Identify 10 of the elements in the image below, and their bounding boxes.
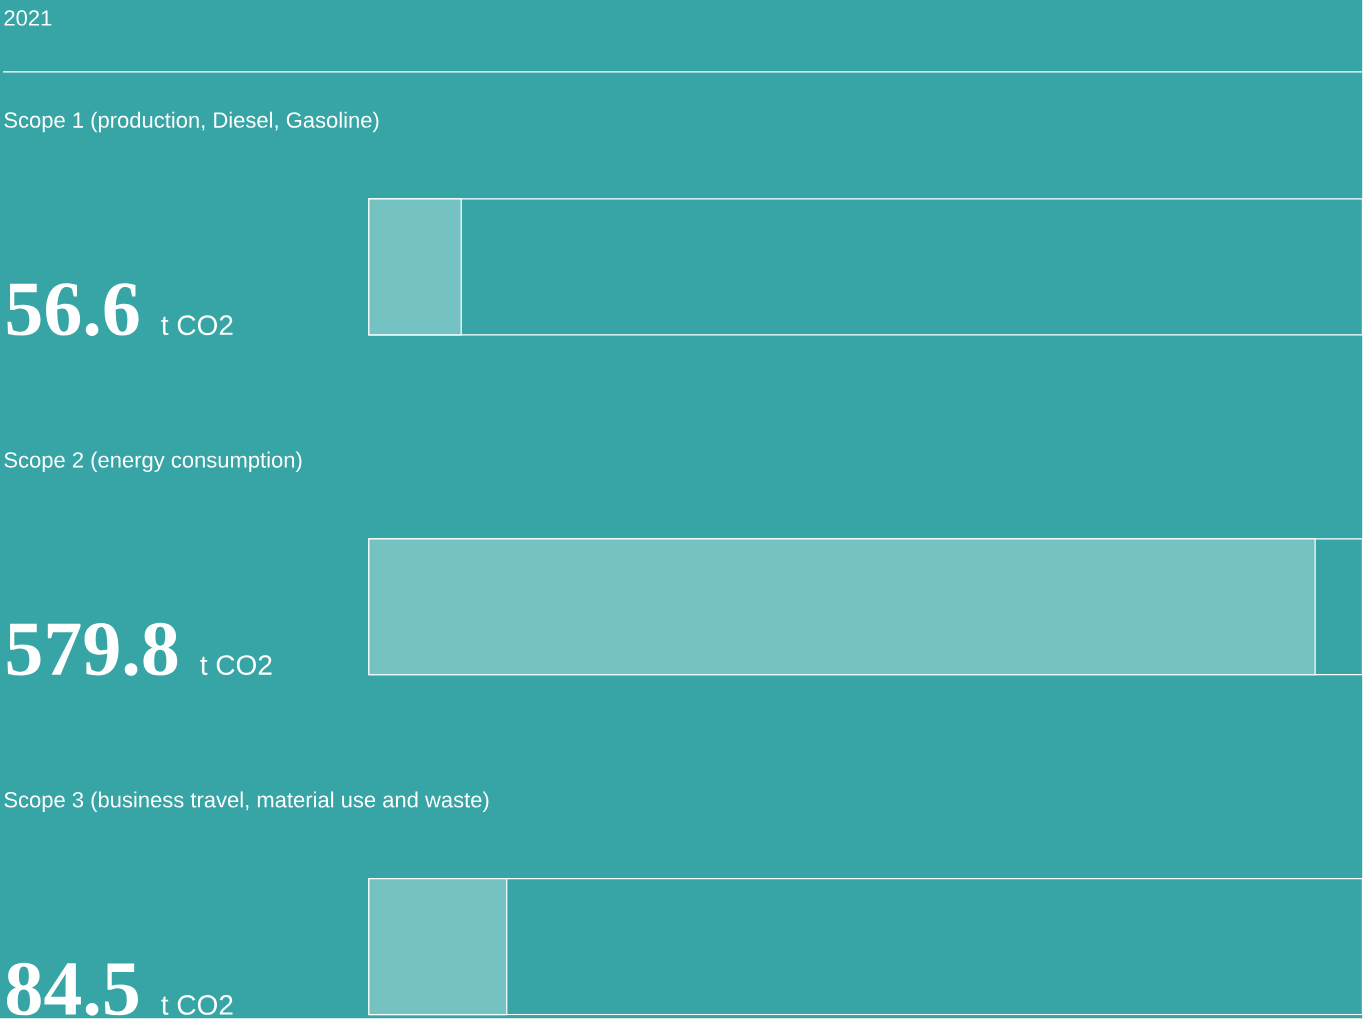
text: t CO2 — [161, 315, 233, 336]
data-label: 579.8 — [7, 623, 178, 677]
text: 2021 — [4, 10, 52, 27]
data-label: 56.6 — [7, 283, 139, 337]
x-axis-title: t CO2 — [200, 655, 272, 676]
data-label: 84.5 — [7, 962, 138, 1016]
y-tick-label: Scope 2 (energy consumption) — [4, 451, 302, 473]
text: t CO2 — [161, 995, 233, 1016]
y-tick-label: Scope 1 (production, Diesel, Gasoline) — [4, 111, 379, 133]
y-tick-label: Scope 3 (business travel, material use and waste) — [4, 791, 489, 813]
